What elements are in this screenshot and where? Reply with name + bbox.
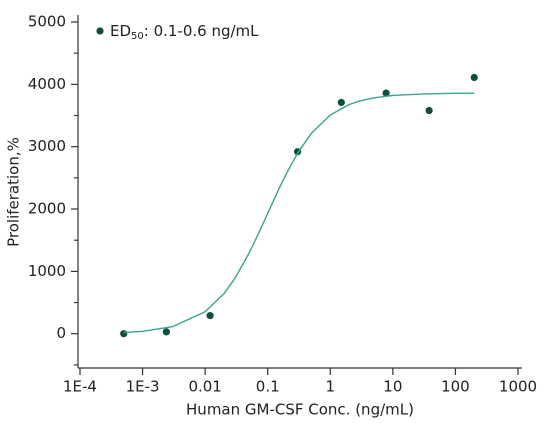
legend-text: ED	[110, 22, 131, 40]
y-tick-label: 2000	[28, 200, 66, 218]
data-point	[337, 98, 345, 107]
data-point	[382, 89, 390, 97]
data-point	[120, 330, 128, 338]
x-tick-label: 1E-4	[63, 378, 97, 396]
data-point	[162, 328, 170, 336]
data-point	[470, 73, 478, 82]
y-tick-label: 4000	[28, 75, 66, 93]
y-tick-label: 1000	[28, 262, 66, 280]
x-tick-label: 1E-3	[126, 378, 160, 396]
x-tick-label: 0.01	[188, 378, 221, 396]
y-tick-label: 3000	[28, 137, 66, 155]
y-tick-label: 5000	[28, 13, 66, 31]
fit-curve	[123, 92, 475, 334]
legend-text: 50	[131, 31, 144, 42]
x-tick-label: 100	[441, 378, 470, 396]
x-tick-label: 1000	[499, 378, 537, 396]
legend-label: ED50: 0.1-0.6 ng/mL	[110, 22, 259, 43]
y-axis-label: Proliferation,%	[5, 137, 23, 247]
legend-marker	[96, 27, 104, 35]
x-tick-label: 1	[326, 378, 336, 396]
x-tick-label: 0.1	[256, 378, 280, 396]
data-point	[206, 312, 214, 320]
x-axis-label: Human GM-CSF Conc. (ng/mL)	[186, 401, 414, 419]
legend-text: : 0.1-0.6 ng/mL	[144, 22, 259, 40]
y-tick-label: 0	[56, 324, 66, 342]
data-point	[425, 106, 433, 115]
x-tick-label: 10	[383, 378, 402, 396]
